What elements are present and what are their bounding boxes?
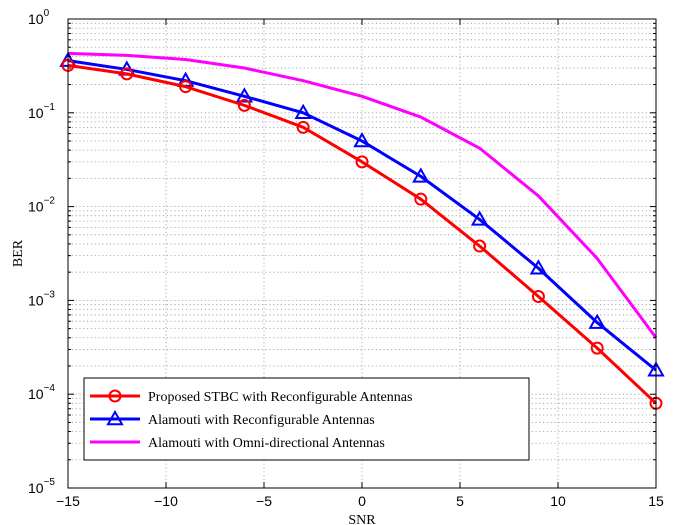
data-point — [235, 87, 254, 103]
data-point — [590, 341, 604, 355]
data-point — [588, 313, 606, 329]
legend-label: Alamouti with Reconfigurable Antennas — [148, 413, 375, 428]
y-tick-label: 10−2 — [28, 196, 55, 215]
y-tick-base: 10 — [28, 105, 44, 121]
y-tick-exponent: −3 — [44, 289, 56, 300]
x-tick-label: 15 — [648, 493, 664, 509]
y-tick-base: 10 — [28, 292, 44, 308]
data-point — [353, 132, 371, 148]
data-point — [237, 98, 251, 112]
series-line — [67, 59, 657, 372]
legend-label: Alamouti with Omni-directional Antennas — [148, 436, 385, 451]
data-point — [412, 167, 430, 183]
y-tick-exponent: −4 — [44, 383, 56, 394]
x-tick-label: −15 — [56, 493, 80, 509]
y-tick-label: 10−3 — [28, 289, 55, 308]
data-point — [355, 155, 369, 169]
series-line — [67, 63, 658, 405]
legend-marker — [106, 409, 124, 426]
data-point — [179, 80, 193, 94]
data-point — [531, 290, 545, 304]
data-point — [470, 210, 489, 226]
data-point — [473, 239, 487, 253]
x-tick-label: 0 — [358, 493, 366, 509]
y-tick-base: 10 — [28, 199, 44, 215]
x-tick-label: 5 — [456, 493, 464, 509]
series-proposed-stbc-with-reconfigurable-antennas — [61, 58, 663, 410]
y-tick-label: 10−5 — [28, 477, 55, 496]
y-tick-base: 10 — [28, 480, 44, 496]
series-line — [67, 51, 658, 339]
y-tick-exponent: −1 — [44, 102, 56, 113]
legend: Proposed STBC with Reconfigurable Antenn… — [83, 377, 530, 461]
y-tick-base: 10 — [28, 386, 44, 402]
y-tick-exponent: −2 — [44, 196, 56, 207]
x-tick-label: −10 — [154, 493, 178, 509]
x-tick-label: −5 — [256, 493, 272, 509]
y-tick-base: 10 — [28, 11, 44, 27]
x-axis-label: SNR — [348, 513, 376, 525]
data-point — [529, 259, 548, 275]
legend-box — [83, 377, 530, 461]
y-tick-exponent: −5 — [44, 477, 56, 488]
y-axis-label: BER — [11, 239, 26, 267]
data-point — [414, 192, 428, 206]
y-tick-exponent: 0 — [44, 8, 50, 19]
series-alamouti-with-omni-directional-antennas — [67, 51, 658, 339]
data-point — [296, 120, 310, 134]
axis-ticks — [67, 18, 657, 489]
legend-marker — [108, 389, 122, 403]
data-point — [294, 103, 312, 120]
y-tick-label: 10−4 — [28, 383, 55, 402]
data-point — [120, 67, 134, 81]
legend-label: Proposed STBC with Reconfigurable Antenn… — [148, 390, 412, 405]
y-tick-label: 100 — [28, 8, 50, 27]
y-tick-label: 10−1 — [28, 102, 55, 121]
x-tick-label: 10 — [550, 493, 566, 509]
